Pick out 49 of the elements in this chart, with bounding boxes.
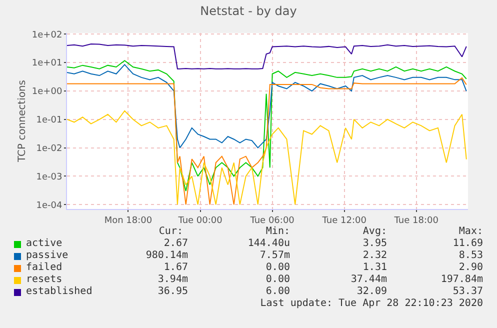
text: 8.53 (458, 250, 483, 262)
legend-label: resets (26, 274, 62, 286)
text: 2.67 (164, 238, 188, 250)
y-tick-label: 1e+00 (32, 87, 62, 98)
x-tick-label: Tue 00:00 (177, 216, 223, 226)
text: 2.90 (458, 262, 483, 274)
text: Max: (458, 226, 483, 238)
x-tick-label: Tue 06:00 (249, 216, 295, 226)
x-tick-label: Tue 12:00 (321, 216, 367, 226)
line-series (67, 60, 467, 192)
text: 144.40u (248, 238, 290, 250)
text: 3.95 (362, 238, 387, 250)
text: 3.94m (158, 274, 188, 286)
text: 0.00 (266, 262, 290, 274)
legend-label: passive (26, 250, 68, 262)
chart-title: Netstat - by day (200, 4, 297, 18)
text: 36.95 (158, 286, 188, 298)
text: 0.00 (266, 274, 290, 286)
text: 32.09 (356, 286, 387, 298)
text: 1.67 (164, 262, 188, 274)
text: 1.31 (362, 262, 387, 274)
text: 197.84m (440, 274, 483, 286)
legend-label: established (26, 286, 92, 298)
text: 37.44m (350, 274, 387, 286)
y-tick-label: 1e-04 (36, 200, 62, 211)
y-tick-label: 1e-02 (36, 144, 62, 154)
line-series (67, 64, 467, 148)
text: Last update: Tue Apr 28 22:10:23 2020 (260, 298, 483, 310)
text: 11.69 (452, 238, 483, 250)
line-series (67, 110, 467, 206)
legend-label: active (26, 238, 62, 250)
text: Avg: (362, 226, 387, 238)
legend-label: failed (26, 262, 62, 274)
x-tick-label: Mon 18:00 (104, 216, 152, 226)
text: 980.14m (146, 250, 188, 262)
line-series (67, 77, 467, 206)
x-tick-label: Tue 18:00 (393, 216, 439, 226)
text: Cur: (158, 226, 183, 238)
line-series (67, 44, 467, 70)
y-axis-title: TCP connections (16, 80, 28, 164)
y-tick-label: 1e-01 (36, 116, 62, 126)
text: 6.00 (266, 286, 290, 298)
text: Min: (266, 226, 290, 238)
text: 7.57m (260, 250, 290, 262)
text: 53.37 (452, 286, 483, 298)
y-tick-label: 1e+02 (32, 30, 62, 40)
text: 2.32 (362, 250, 387, 262)
y-tick-label: 1e+01 (32, 58, 62, 69)
y-tick-label: 1e-03 (36, 172, 62, 182)
